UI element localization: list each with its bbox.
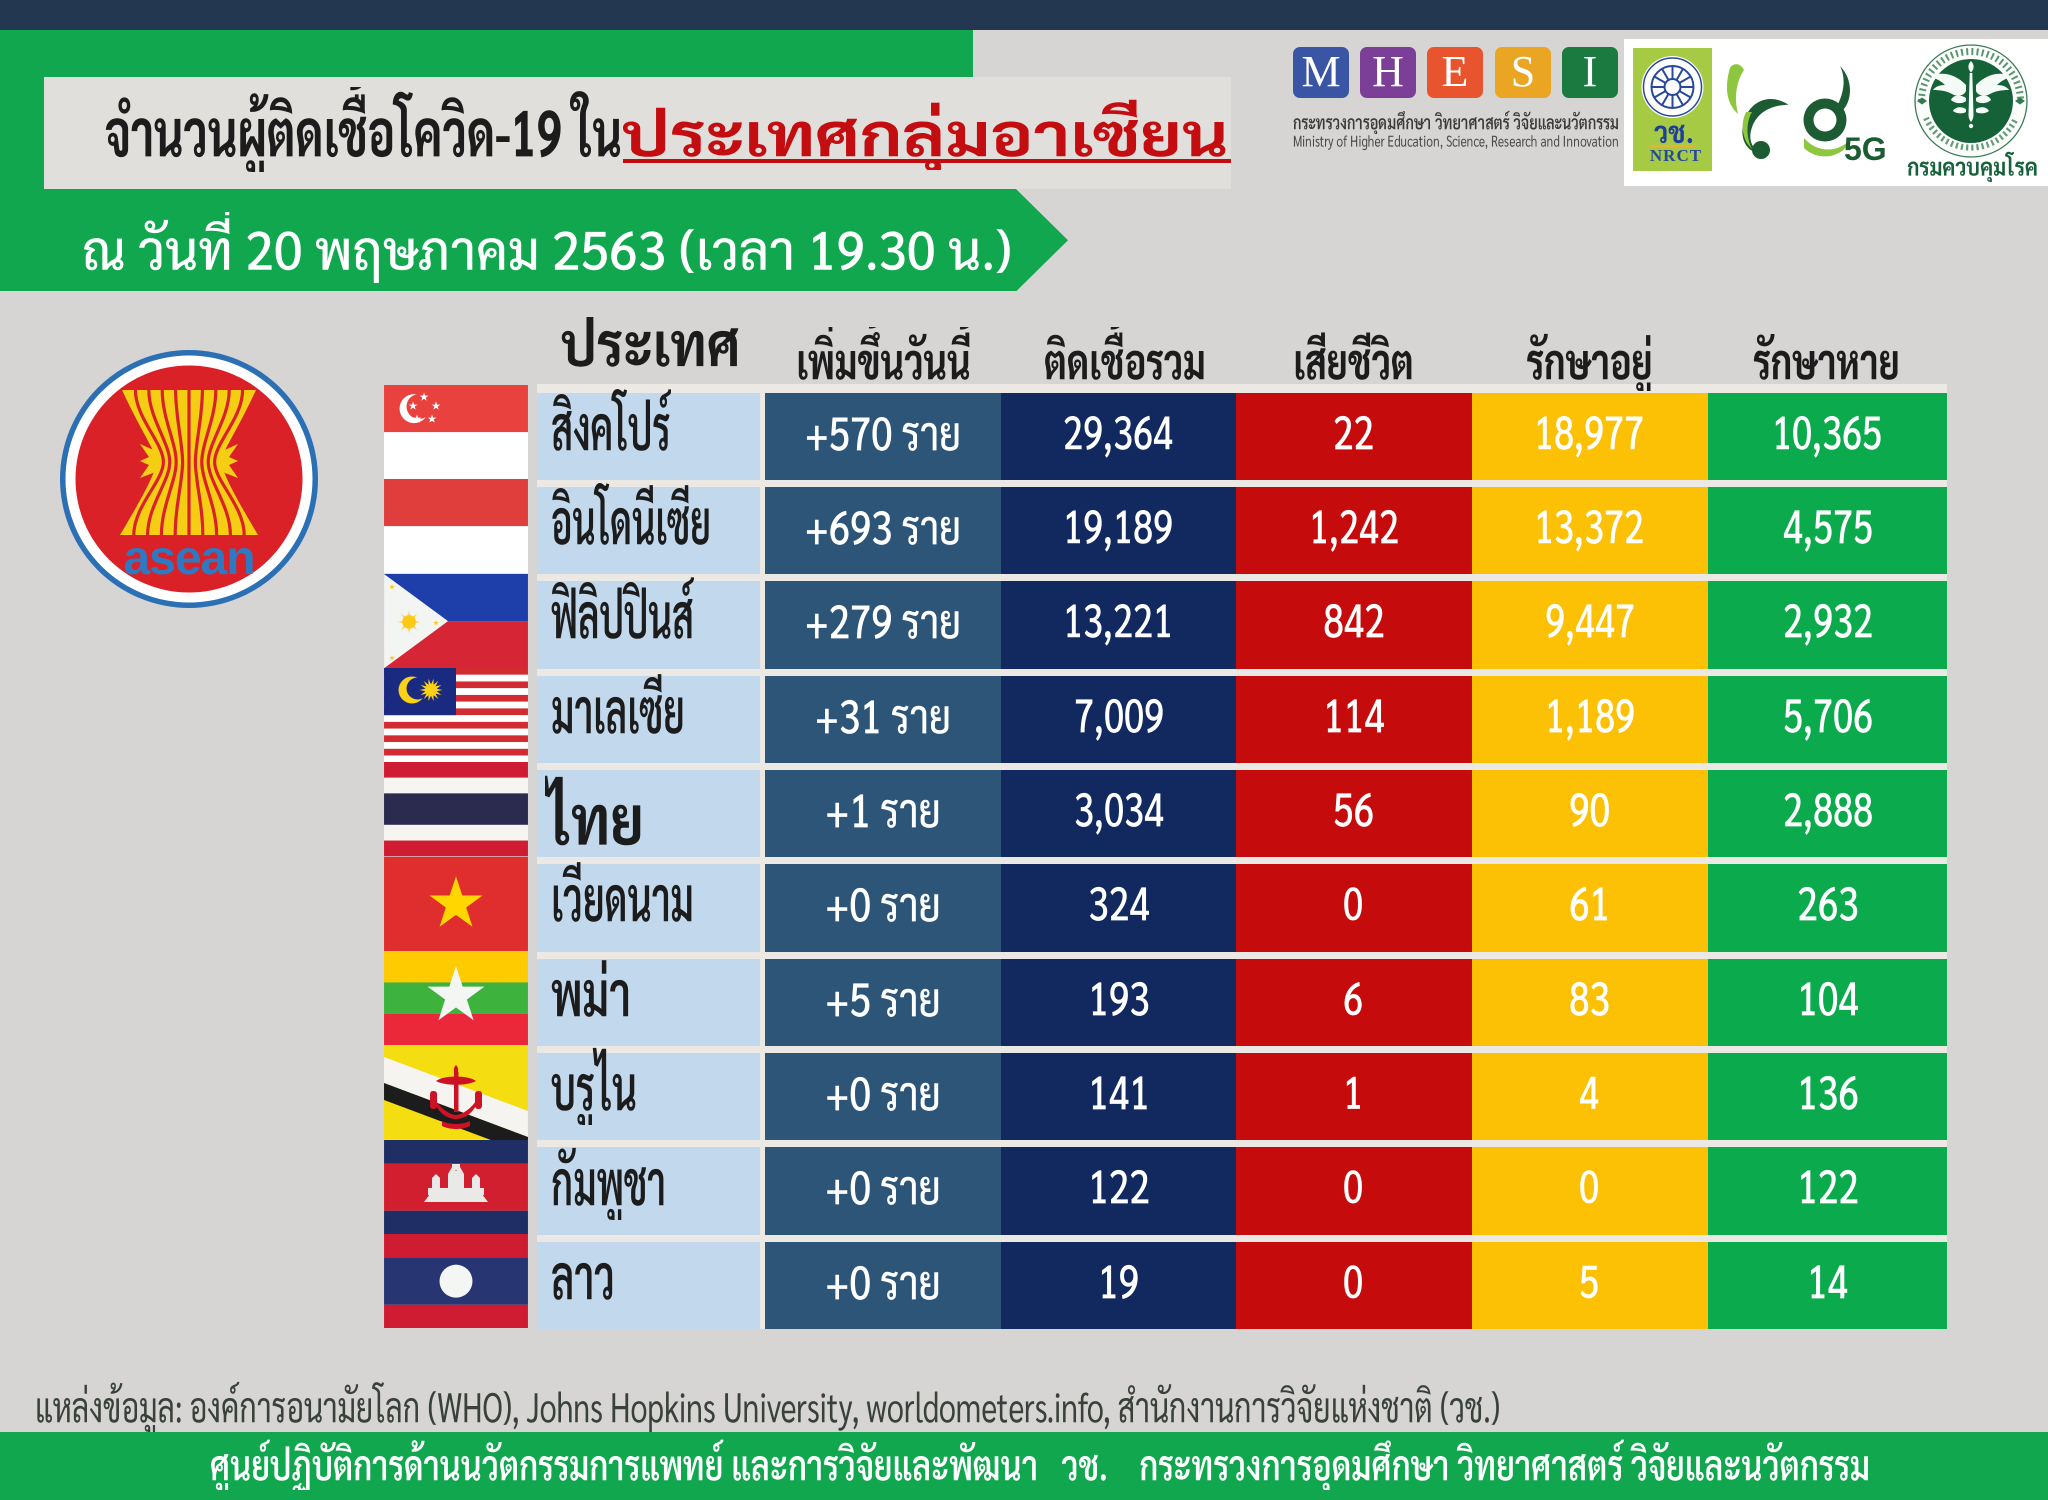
svg-text:asean: asean bbox=[123, 532, 254, 585]
svg-text:5G: 5G bbox=[1844, 131, 1887, 167]
